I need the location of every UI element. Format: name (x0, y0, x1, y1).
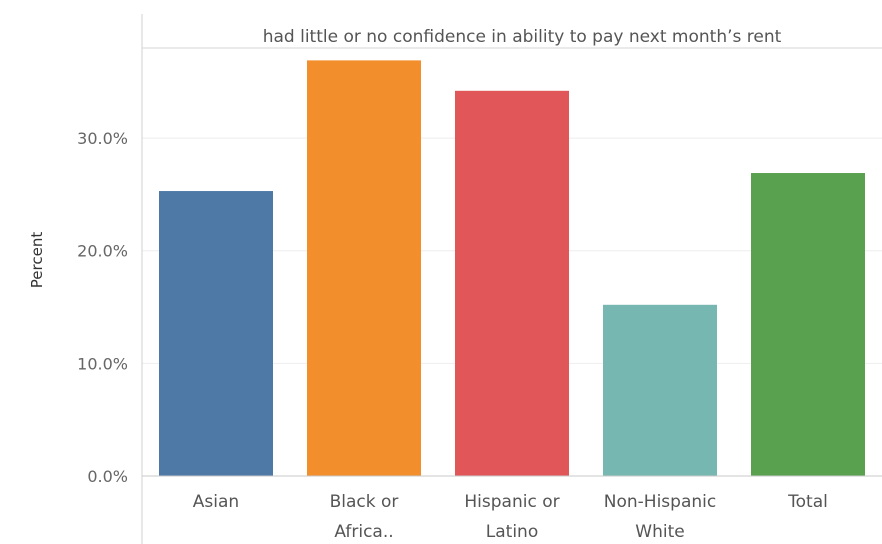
chart-header: had little or no confidence in ability t… (263, 27, 782, 47)
x-tick-label: Hispanic or (464, 492, 559, 512)
x-labels: Asian Black or Africa.. Hispanic or Latino No… (193, 492, 828, 542)
y-tick-label: 20.0% (77, 242, 128, 261)
bar[interactable] (603, 304, 717, 476)
y-tick-label: 30.0% (77, 129, 128, 148)
bars (159, 60, 865, 477)
x-tick-label: Africa.. (334, 522, 393, 542)
x-tick-label: Black or (330, 492, 399, 512)
bar[interactable] (159, 191, 273, 476)
x-tick-label: Asian (193, 492, 239, 512)
x-tick-label: Total (787, 492, 828, 512)
y-tick-label: 10.0% (77, 354, 128, 373)
y-ticks: 0.0% 10.0% 20.0% 30.0% (77, 129, 128, 486)
bar[interactable] (751, 173, 865, 476)
y-tick-label: 0.0% (87, 467, 128, 486)
x-tick-label: Non-Hispanic (604, 492, 716, 512)
x-tick-label: White (635, 522, 684, 542)
bar[interactable] (307, 60, 421, 477)
bar[interactable] (455, 90, 569, 477)
x-tick-label: Latino (486, 522, 538, 542)
y-axis-label: Percent (28, 232, 46, 289)
